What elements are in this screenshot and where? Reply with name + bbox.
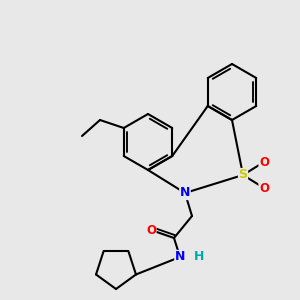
Text: H: H — [194, 250, 204, 263]
Text: N: N — [180, 187, 190, 200]
Text: N: N — [175, 250, 185, 263]
Text: S: S — [238, 169, 247, 182]
Text: O: O — [146, 224, 156, 236]
Text: O: O — [259, 155, 269, 169]
Text: O: O — [259, 182, 269, 194]
